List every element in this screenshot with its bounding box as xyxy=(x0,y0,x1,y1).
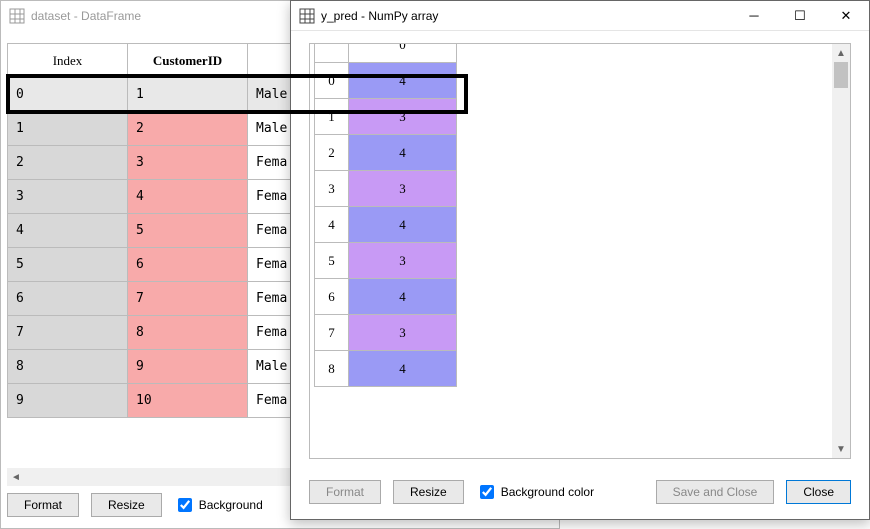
cell-index[interactable]: 3 xyxy=(315,171,349,207)
table-row[interactable]: 84 xyxy=(315,351,457,387)
table-row[interactable]: 45Fema xyxy=(8,214,308,248)
table-row[interactable]: 67Fema xyxy=(8,282,308,316)
table-row[interactable]: 44 xyxy=(315,207,457,243)
scroll-up-icon[interactable]: ▲ xyxy=(832,44,850,62)
table-row[interactable]: 78Fema xyxy=(8,316,308,350)
table-icon xyxy=(299,8,315,24)
cell-customerid[interactable]: 3 xyxy=(128,146,248,180)
cell-value[interactable]: 3 xyxy=(349,243,457,279)
background-checkbox[interactable]: Background xyxy=(174,495,263,515)
cell-customerid[interactable]: 1 xyxy=(128,78,248,112)
table-row[interactable]: 12Male xyxy=(8,112,308,146)
cell-index[interactable]: 2 xyxy=(8,146,128,180)
cell-index[interactable]: 2 xyxy=(315,135,349,171)
table-row[interactable]: 64 xyxy=(315,279,457,315)
ypred-footer: Format Resize Background color Save and … xyxy=(309,477,851,507)
table-row[interactable]: 56Fema xyxy=(8,248,308,282)
ypred-titlebar: y_pred - NumPy array ─ ☐ ✕ xyxy=(291,1,869,31)
cell-customerid[interactable]: 2 xyxy=(128,112,248,146)
column-header-customerid[interactable]: CustomerID xyxy=(128,44,248,78)
background-color-checkbox-label: Background color xyxy=(501,485,594,499)
cell-index[interactable]: 4 xyxy=(8,214,128,248)
cell-value[interactable]: 4 xyxy=(349,279,457,315)
cell-index[interactable]: 3 xyxy=(8,180,128,214)
table-row[interactable]: 23Fema xyxy=(8,146,308,180)
ypred-window: y_pred - NumPy array ─ ☐ ✕ 0041324334453… xyxy=(290,0,870,520)
minimize-button[interactable]: ─ xyxy=(731,1,777,31)
format-button[interactable]: Format xyxy=(7,493,79,517)
ypred-table[interactable]: 0041324334453647384 xyxy=(314,43,457,387)
dataset-table[interactable]: Index CustomerID 01Male12Male23Fema34Fem… xyxy=(7,43,308,418)
table-icon xyxy=(9,8,25,24)
cell-index[interactable]: 1 xyxy=(315,99,349,135)
table-row[interactable]: 04 xyxy=(315,63,457,99)
table-row[interactable]: 73 xyxy=(315,315,457,351)
cell-index[interactable]: 7 xyxy=(315,315,349,351)
cell-index[interactable]: 0 xyxy=(315,63,349,99)
cell-customerid[interactable]: 10 xyxy=(128,384,248,418)
vertical-scrollbar[interactable]: ▲ ▼ xyxy=(832,44,850,458)
cell-index[interactable] xyxy=(315,43,349,63)
table-row[interactable]: 01Male xyxy=(8,78,308,112)
table-row[interactable]: 53 xyxy=(315,243,457,279)
cell-index[interactable]: 6 xyxy=(8,282,128,316)
ypred-title: y_pred - NumPy array xyxy=(321,9,438,23)
cell-value[interactable]: 4 xyxy=(349,351,457,387)
cell-index[interactable]: 4 xyxy=(315,207,349,243)
cell-index[interactable]: 9 xyxy=(8,384,128,418)
resize-button[interactable]: Resize xyxy=(91,493,162,517)
cell-customerid[interactable]: 8 xyxy=(128,316,248,350)
scroll-left-icon[interactable]: ◄ xyxy=(7,468,25,486)
maximize-button[interactable]: ☐ xyxy=(777,1,823,31)
table-row[interactable]: 24 xyxy=(315,135,457,171)
table-row[interactable]: 34Fema xyxy=(8,180,308,214)
cell-index[interactable]: 7 xyxy=(8,316,128,350)
background-checkbox-label: Background xyxy=(199,498,263,512)
save-and-close-button[interactable]: Save and Close xyxy=(656,480,775,504)
cell-index[interactable]: 5 xyxy=(8,248,128,282)
cell-customerid[interactable]: 6 xyxy=(128,248,248,282)
scroll-down-icon[interactable]: ▼ xyxy=(832,440,850,458)
scroll-thumb[interactable] xyxy=(834,62,848,88)
background-color-checkbox[interactable]: Background color xyxy=(476,482,594,502)
resize-button[interactable]: Resize xyxy=(393,480,464,504)
ypred-body: 0041324334453647384 ▲ ▼ xyxy=(309,43,851,459)
cell-value[interactable]: 3 xyxy=(349,315,457,351)
table-row[interactable]: 13 xyxy=(315,99,457,135)
close-window-button[interactable]: ✕ xyxy=(823,1,869,31)
cell-index[interactable]: 8 xyxy=(315,351,349,387)
table-row[interactable]: 0 xyxy=(315,43,457,63)
cell-customerid[interactable]: 7 xyxy=(128,282,248,316)
close-button[interactable]: Close xyxy=(786,480,851,504)
cell-index[interactable]: 1 xyxy=(8,112,128,146)
cell-value[interactable]: 4 xyxy=(349,207,457,243)
dataset-title: dataset - DataFrame xyxy=(31,9,141,23)
cell-customerid[interactable]: 4 xyxy=(128,180,248,214)
column-header-index[interactable]: Index xyxy=(8,44,128,78)
window-controls: ─ ☐ ✕ xyxy=(731,1,869,31)
cell-value[interactable]: 4 xyxy=(349,135,457,171)
format-button[interactable]: Format xyxy=(309,480,381,504)
cell-customerid[interactable]: 9 xyxy=(128,350,248,384)
cell-value[interactable]: 0 xyxy=(349,43,457,63)
background-color-checkbox-input[interactable] xyxy=(480,485,494,499)
background-checkbox-input[interactable] xyxy=(178,498,192,512)
table-row[interactable]: 910Fema xyxy=(8,384,308,418)
cell-index[interactable]: 8 xyxy=(8,350,128,384)
cell-customerid[interactable]: 5 xyxy=(128,214,248,248)
cell-index[interactable]: 0 xyxy=(8,78,128,112)
table-row[interactable]: 33 xyxy=(315,171,457,207)
cell-index[interactable]: 6 xyxy=(315,279,349,315)
cell-value[interactable]: 4 xyxy=(349,63,457,99)
cell-value[interactable]: 3 xyxy=(349,99,457,135)
table-row[interactable]: 89Male xyxy=(8,350,308,384)
cell-index[interactable]: 5 xyxy=(315,243,349,279)
cell-value[interactable]: 3 xyxy=(349,171,457,207)
